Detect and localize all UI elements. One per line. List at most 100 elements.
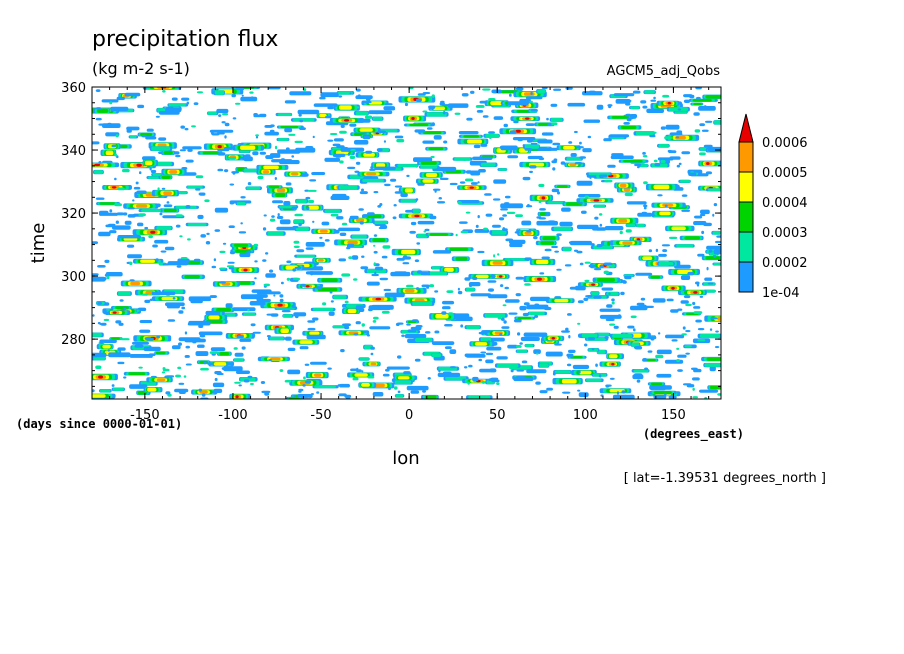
precip-cell: [441, 311, 447, 315]
precip-cell: [351, 234, 367, 239]
precip-cell: [305, 242, 325, 247]
precip-cell: [560, 161, 566, 165]
precip-cell: [420, 165, 438, 169]
precip-cell: [617, 314, 621, 317]
precip-cell: [597, 350, 606, 354]
precip-cell: [499, 275, 503, 278]
precip-cell: [224, 135, 227, 139]
precip-cell: [620, 125, 637, 130]
precip-cell: [373, 244, 376, 247]
precip-cell: [577, 300, 584, 304]
precip-cell: [475, 274, 489, 279]
precip-cell: [426, 127, 433, 130]
precip-cell: [182, 146, 202, 150]
precip-cell: [431, 94, 435, 98]
precip-cell: [355, 321, 361, 325]
precip-cell: [250, 382, 254, 386]
precip-cell: [607, 164, 616, 168]
precip-cell: [707, 282, 714, 285]
precip-cell: [257, 175, 264, 180]
precip-cell: [165, 292, 171, 296]
precip-cell: [576, 224, 599, 229]
precip-cell: [523, 92, 535, 96]
precip-cell: [583, 297, 589, 301]
precip-cell: [541, 196, 546, 200]
precip-cell: [269, 153, 281, 158]
precip-cell: [274, 177, 277, 180]
precip-cell: [129, 354, 153, 358]
precip-cell: [295, 226, 309, 231]
precip-cell: [376, 148, 383, 152]
precip-cell: [99, 202, 116, 205]
precip-cell: [319, 113, 327, 118]
precip-cell: [497, 317, 502, 320]
precip-cell: [98, 161, 102, 164]
precip-cell: [435, 314, 449, 319]
precip-cell: [394, 135, 404, 139]
precip-cell: [309, 331, 320, 335]
precip-cell: [693, 170, 702, 173]
precip-cell: [181, 167, 188, 170]
precip-cell: [584, 343, 588, 347]
precip-cell: [300, 173, 309, 177]
precip-cell: [236, 370, 250, 374]
precip-cell: [154, 239, 169, 244]
precip-cell: [373, 262, 376, 266]
precip-cell: [370, 346, 375, 350]
precip-cell: [515, 214, 523, 218]
precip-cell: [709, 366, 716, 372]
precip-cell: [111, 384, 115, 387]
precip-cell: [93, 356, 106, 361]
precip-cell: [688, 172, 697, 176]
precip-cell: [596, 244, 603, 248]
precip-cell: [226, 362, 232, 366]
precip-cell: [142, 156, 156, 161]
precip-cell: [130, 281, 141, 286]
precip-cell: [139, 320, 153, 324]
precip-cell: [539, 208, 546, 211]
precip-cell: [168, 303, 175, 306]
precip-cell: [268, 359, 272, 361]
precip-cell: [221, 121, 226, 124]
precip-cell: [692, 387, 695, 391]
colorbar-label: 0.0004: [762, 196, 808, 211]
precip-cell: [574, 162, 583, 165]
colorbar-label: 0.0003: [762, 226, 808, 241]
precip-cell: [685, 352, 690, 355]
precip-cell: [461, 93, 469, 97]
precip-cell: [693, 311, 703, 314]
precip-cell: [313, 103, 338, 107]
precip-cell: [366, 281, 380, 286]
precip-cell: [483, 227, 488, 231]
precip-cell: [466, 287, 475, 292]
precip-cell: [523, 302, 530, 306]
precip-cell: [347, 308, 357, 314]
precip-cell: [655, 354, 664, 359]
precip-cell: [449, 349, 457, 354]
precip-cell: [272, 200, 284, 204]
precip-cell: [466, 139, 482, 144]
precip-cell: [211, 132, 214, 135]
precip-cell: [591, 283, 595, 286]
precip-cell: [655, 248, 659, 252]
precip-cell: [568, 141, 573, 144]
precip-cell: [384, 292, 405, 298]
precip-cell: [109, 230, 117, 234]
precip-cell: [507, 155, 519, 159]
precip-cell: [305, 285, 310, 288]
precip-cell: [677, 108, 682, 111]
precip-cell: [347, 152, 350, 156]
precip-cell: [442, 111, 446, 115]
precip-cell: [623, 159, 643, 163]
precip-cell: [594, 216, 599, 220]
precip-cell: [292, 268, 297, 272]
precip-cell: [715, 330, 719, 333]
precip-cell: [445, 376, 467, 381]
precip-cell: [370, 362, 377, 366]
precip-cell: [516, 369, 524, 372]
precip-cell: [528, 311, 545, 316]
precip-cell: [246, 186, 261, 190]
precip-cell: [521, 220, 532, 226]
precip-cell: [643, 204, 648, 208]
precip-cell: [443, 140, 448, 144]
